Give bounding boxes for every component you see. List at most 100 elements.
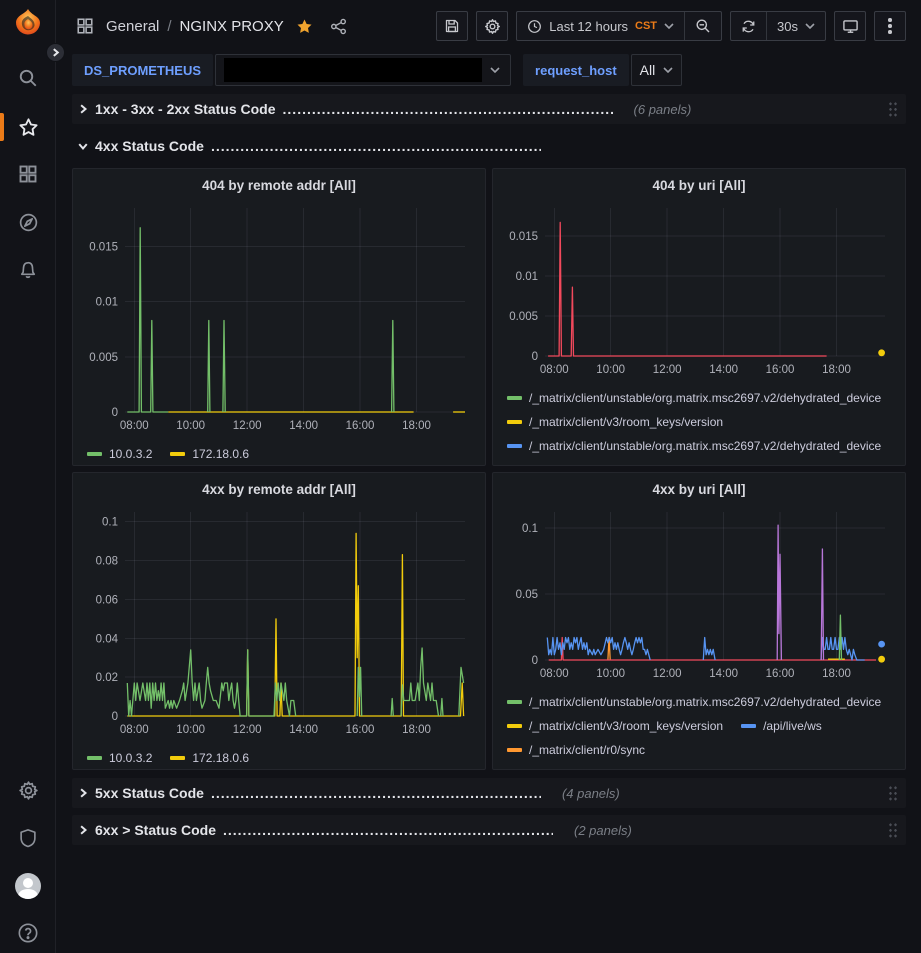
row-drag-handle[interactable] [888, 785, 898, 801]
svg-text:0: 0 [532, 351, 538, 363]
datasource-select[interactable] [215, 54, 512, 86]
cycle-view-mode-button[interactable] [834, 11, 866, 41]
sidebar-item-profile[interactable] [8, 866, 48, 906]
legend-swatch-icon [170, 755, 186, 760]
chart-canvas[interactable]: 08:00 10:00 12:00 14:00 16:00 18:00 0 0.02 0.04 0… [81, 504, 477, 740]
row-1xx-3xx-2xx-status-code[interactable]: 1xx - 3xx - 2xx Status Code ............… [72, 94, 906, 124]
legend-item[interactable]: /_matrix/client/unstable/org.matrix.msc2… [507, 766, 881, 770]
more-menu-button[interactable] [874, 11, 906, 41]
svg-text:10:00: 10:00 [176, 724, 205, 736]
favorite-button[interactable] [292, 13, 318, 39]
chart-canvas[interactable]: 08:00 10:00 12:00 14:00 16:00 18:00 0 0.005 0.01… [501, 200, 897, 380]
chart-area[interactable]: 08:00 10:00 12:00 14:00 16:00 18:00 0 0.02 0.04 0… [81, 504, 477, 745]
time-picker-group: Last 12 hours CST [516, 11, 723, 41]
search-button[interactable] [8, 58, 48, 98]
dashboard-grid-button[interactable] [72, 13, 98, 39]
legend-label: 10.0.3.2 [109, 750, 153, 765]
panel-title[interactable]: 404 by uri [All] [652, 178, 746, 193]
grafana-logo-icon[interactable] [13, 8, 43, 40]
legend-swatch-icon [507, 699, 522, 704]
panel-title[interactable]: 404 by remote addr [All] [202, 178, 356, 193]
legend-item[interactable]: /_matrix/client/v3/room_keys/version [507, 718, 723, 733]
monitor-icon [842, 19, 858, 33]
sidebar-item-starred[interactable] [8, 107, 48, 147]
legend-label: 172.18.0.6 [192, 750, 250, 765]
svg-text:12:00: 12:00 [653, 668, 682, 680]
svg-text:0.015: 0.015 [509, 231, 538, 243]
sidebar-item-configuration[interactable] [8, 770, 48, 810]
panel-title[interactable]: 4xx by uri [All] [652, 482, 746, 497]
refresh-button[interactable] [731, 12, 766, 40]
kebab-menu-icon [888, 18, 892, 34]
chart-area[interactable]: 08:00 10:00 12:00 14:00 16:00 18:00 0 0.05 0.1 [501, 504, 897, 689]
legend-swatch-icon [507, 395, 522, 400]
chart-area[interactable]: 08:00 10:00 12:00 14:00 16:00 18:00 0 0.005 0.01… [81, 200, 477, 441]
legend-item[interactable]: /api/live/ws [741, 718, 822, 733]
svg-text:0.005: 0.005 [89, 352, 118, 364]
breadcrumb-section[interactable]: General [106, 17, 160, 35]
svg-text:0: 0 [112, 407, 118, 419]
row-drag-handle[interactable] [888, 101, 898, 117]
share-button[interactable] [326, 13, 352, 39]
legend-swatch-icon [87, 755, 102, 760]
time-range-picker[interactable]: Last 12 hours CST [517, 12, 684, 40]
row-drag-handle[interactable] [888, 822, 898, 838]
svg-text:0.1: 0.1 [102, 517, 118, 529]
legend-item[interactable]: /_matrix/client/unstable/org.matrix.msc2… [507, 390, 881, 405]
sidebar-item-help[interactable] [8, 913, 48, 953]
legend-label: /api/live/ws [763, 718, 822, 733]
chart-canvas[interactable]: 08:00 10:00 12:00 14:00 16:00 18:00 0 0.005 0.01… [81, 200, 477, 436]
legend-item[interactable]: 172.18.0.6 [170, 750, 249, 765]
sidebar-item-server-admin[interactable] [8, 818, 48, 858]
variable-request-host: request_host All [523, 54, 683, 86]
star-filled-icon [297, 18, 312, 33]
sidebar-item-explore[interactable] [8, 202, 48, 242]
legend-item[interactable]: /_matrix/client/v3/room_keys/version [507, 462, 723, 466]
request-host-select[interactable]: All [630, 54, 683, 86]
selected-value: All [639, 62, 656, 78]
svg-text:14:00: 14:00 [289, 724, 318, 736]
active-section-indicator [0, 113, 4, 141]
svg-text:14:00: 14:00 [289, 420, 318, 432]
variable-label[interactable]: DS_PROMETHEUS [72, 54, 214, 86]
legend-item[interactable]: 172.18.0.6 [170, 446, 249, 461]
row-5xx-status-code[interactable]: 5xx Status Code ........................… [72, 778, 906, 808]
chart-canvas[interactable]: 08:00 10:00 12:00 14:00 16:00 18:00 0 0.05 0.1 [501, 504, 897, 684]
panel-404-by-remote-addr: 404 by remote addr [All] 08:00 10:00 12:00… [72, 168, 486, 466]
legend-label: /_matrix/client/r0/sync [529, 742, 646, 757]
svg-text:0.04: 0.04 [96, 633, 119, 645]
legend-swatch-icon [170, 451, 186, 456]
dashboard-settings-button[interactable] [476, 11, 509, 41]
sidebar [0, 0, 56, 953]
legend-item[interactable]: /_matrix/client/unstable/org.matrix.msc2… [507, 694, 881, 709]
apps-grid-icon [77, 18, 93, 34]
legend-item[interactable]: /_matrix/client/v3/room_keys/version [507, 414, 723, 429]
legend-item[interactable]: 10.0.3.2 [87, 750, 152, 765]
refresh-interval-dropdown[interactable]: 30s [766, 12, 825, 40]
sidebar-item-alerting[interactable] [8, 250, 48, 290]
save-icon [446, 19, 459, 33]
compass-icon [19, 213, 37, 231]
svg-text:10:00: 10:00 [596, 668, 625, 680]
variable-label[interactable]: request_host [523, 54, 629, 86]
legend-label: /_matrix/client/unstable/org.matrix.msc2… [529, 694, 882, 709]
legend-swatch-icon [87, 451, 102, 456]
legend-item[interactable]: /_matrix/client/r0/sync [507, 742, 645, 757]
svg-text:0.05: 0.05 [516, 589, 538, 601]
legend-item[interactable]: 10.0.3.2 [87, 446, 152, 461]
save-dashboard-button[interactable] [436, 11, 469, 41]
svg-text:12:00: 12:00 [233, 420, 262, 432]
panel-404-by-uri: 404 by uri [All] 08:00 10:00 12:00 14:00 16:… [492, 168, 906, 466]
legend-item[interactable]: /_matrix/client/unstable/org.matrix.msc2… [507, 438, 881, 453]
zoom-out-button[interactable] [684, 12, 721, 40]
legend-item[interactable]: /sw.js [741, 462, 792, 466]
sidebar-expand-button[interactable] [46, 43, 65, 62]
sidebar-item-dashboards[interactable] [8, 154, 48, 194]
panel-4xx-by-uri: 4xx by uri [All] 08:00 10:00 12:00 14:00 16:… [492, 472, 906, 770]
chart-area[interactable]: 08:00 10:00 12:00 14:00 16:00 18:00 0 0.005 0.01… [501, 200, 897, 385]
panel-title[interactable]: 4xx by remote addr [All] [202, 482, 356, 497]
legend-swatch-icon [507, 443, 522, 448]
row-4xx-status-code[interactable]: 4xx Status Code ........................… [72, 132, 906, 160]
chevron-down-icon [664, 23, 674, 29]
row-6xx-status-code[interactable]: 6xx > Status Code ......................… [72, 815, 906, 845]
